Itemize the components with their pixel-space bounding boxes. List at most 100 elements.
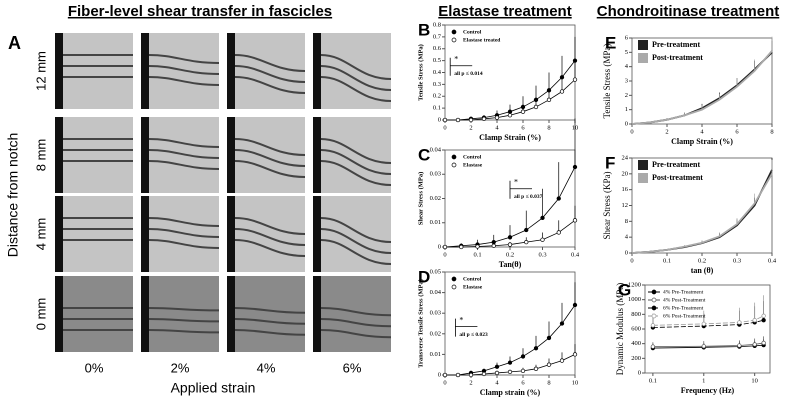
fiber-line <box>148 54 220 64</box>
y-axis-label: Tensile Stress (MPa) <box>417 44 424 101</box>
panel-label: G <box>618 280 631 299</box>
fiber-line <box>320 149 392 175</box>
legend-label: Elastase <box>463 284 483 290</box>
fiber-line <box>234 138 306 156</box>
x-label: Applied strain <box>171 380 256 396</box>
marker <box>761 313 766 318</box>
y-tick-label: 2 <box>625 92 628 99</box>
y-tick-label: 0.1 <box>433 105 441 112</box>
legend-label: Post-treatment <box>652 173 703 182</box>
y-tick-label: 0.2 <box>433 93 441 100</box>
x-tick-label: 10 <box>751 377 758 384</box>
fiber-line <box>234 160 306 178</box>
marker <box>468 117 474 123</box>
y-tick-label: 0.04 <box>430 146 442 153</box>
fiber-line <box>148 318 220 323</box>
x-tick-label: 2 <box>469 379 472 386</box>
marker <box>507 369 513 375</box>
fiber-line <box>234 307 306 314</box>
x-tick-label: 4 <box>495 124 499 131</box>
image-shade <box>55 117 63 193</box>
marker <box>752 318 757 323</box>
x-axis-label: Tan(θ) <box>499 260 522 269</box>
fiber-line <box>234 228 306 246</box>
marker <box>556 196 561 201</box>
marker <box>520 354 526 359</box>
fiber-line <box>320 54 392 80</box>
image-shade <box>141 196 149 272</box>
marker <box>540 237 545 242</box>
y-tick-label: 0 <box>438 371 441 378</box>
x-tick-label: 0 <box>630 257 633 264</box>
image-tile <box>55 33 133 109</box>
marker <box>546 335 552 341</box>
image-shade <box>313 276 321 352</box>
x-tick-label: 0.2 <box>698 257 706 264</box>
image-shade <box>227 196 235 272</box>
legend-label: Control <box>463 29 482 35</box>
y-tick-label: 6 <box>625 34 629 41</box>
fiber-line <box>148 329 220 334</box>
y-tick-label: 0.6 <box>433 45 442 52</box>
y-tick-label: 4 <box>625 63 629 70</box>
fiber-line <box>148 138 220 148</box>
image-tile <box>141 196 219 272</box>
legend-marker <box>451 276 457 282</box>
marker <box>533 366 539 371</box>
marker <box>491 243 496 248</box>
x-tick-label: 10 <box>572 379 579 386</box>
y-tick-label: 0.7 <box>433 33 442 40</box>
x-tick-label: 8 <box>770 128 773 135</box>
image-tile <box>55 196 133 272</box>
marker <box>572 302 578 308</box>
fiber-line <box>320 228 392 254</box>
marker <box>737 343 742 348</box>
y-label: Distance from notch <box>5 133 21 258</box>
y-tick-label: 0.5 <box>433 57 441 64</box>
plot-frame <box>631 37 773 125</box>
marker <box>475 244 480 249</box>
image-shade <box>55 33 63 109</box>
x-tick-label: 0.3 <box>538 251 546 258</box>
fiber-line <box>234 76 306 94</box>
marker <box>494 115 500 120</box>
marker <box>524 239 529 245</box>
panel-a-title: Fiber-level shear transfer in fascicles <box>68 3 332 20</box>
legend-label: Pre-treatment <box>652 160 700 169</box>
marker <box>752 342 757 347</box>
x-tick-label: 0.2 <box>506 251 514 258</box>
y-tick-label: 3 <box>625 77 628 84</box>
column-label: 0% <box>85 360 104 375</box>
y-tick-label: 0 <box>625 249 628 256</box>
image-shade <box>141 276 149 352</box>
legend-label: 4% Pre-Treatment <box>663 289 704 295</box>
y-tick-label: 800 <box>631 311 641 318</box>
marker <box>494 370 500 376</box>
y-tick-label: 24 <box>622 154 629 161</box>
fiber-line <box>320 329 392 339</box>
fiber-line <box>148 76 220 86</box>
row-label: 4 mm <box>33 218 48 251</box>
fiber-line <box>234 318 306 325</box>
marker <box>572 164 578 170</box>
chart: D 0 0.01 0.02 0.03 0.04 0.05 0 2 4 6 8 10 Clamp strai… <box>417 267 578 396</box>
y-tick-label: 0.01 <box>430 219 441 226</box>
marker <box>455 372 461 378</box>
y-tick-label: 20 <box>622 170 629 177</box>
marker <box>520 368 526 374</box>
legend-label: Elastase <box>463 162 483 168</box>
fiber-line <box>234 54 306 72</box>
x-axis-label: Clamp Strain (%) <box>479 133 541 142</box>
series-line <box>631 173 773 254</box>
fiber-line <box>234 239 306 257</box>
marker <box>533 346 539 351</box>
y-tick-label: 0 <box>438 116 441 123</box>
legend-label: Control <box>463 154 482 160</box>
legend-label: 4% Post-Treatment <box>663 297 706 303</box>
image-shade <box>227 33 235 109</box>
y-tick-label: 200 <box>631 355 641 362</box>
y-tick-label: 0.3 <box>433 81 441 88</box>
chart: F 0 4 8 12 16 20 24 0 0.1 0.2 0.3 0.4 tan (θ) Shear St… <box>602 153 777 274</box>
marker <box>524 227 529 233</box>
marker <box>507 242 513 247</box>
